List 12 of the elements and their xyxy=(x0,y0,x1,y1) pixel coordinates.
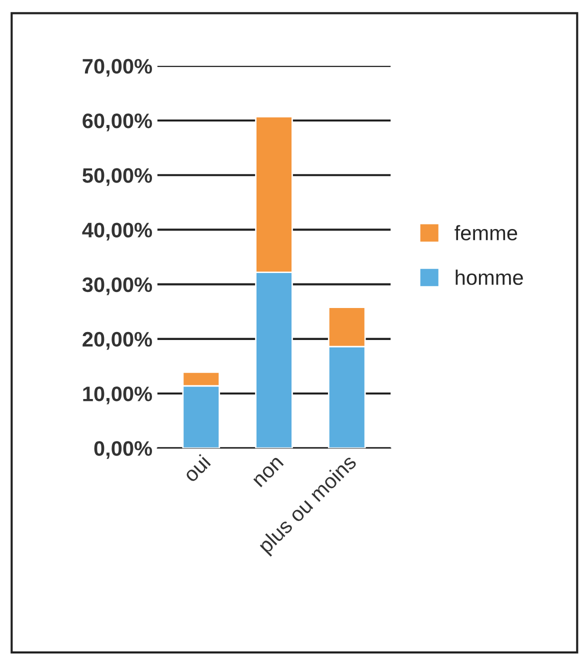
y-tick-label: 0,00% xyxy=(94,441,152,459)
x-tick-label: oui xyxy=(182,454,211,483)
y-tick-label: 20,00% xyxy=(82,332,152,350)
y-tick-label: 70,00% xyxy=(82,58,152,77)
y-tick-label: 40,00% xyxy=(82,222,152,240)
legend-label: homme xyxy=(456,270,523,285)
legend-label: femme xyxy=(454,225,518,240)
x-tick-label: non xyxy=(253,456,284,488)
y-tick-label: 10,00% xyxy=(83,386,152,404)
y-tick-label: 60,00% xyxy=(82,114,152,132)
y-tick-label: 50,00% xyxy=(82,168,152,186)
y-tick-label: 30,00% xyxy=(82,277,152,296)
